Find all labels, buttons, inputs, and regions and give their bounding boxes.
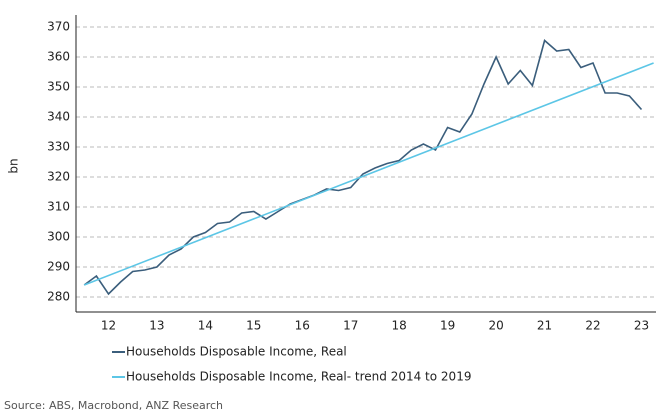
y-tick-label: 330 bbox=[47, 140, 70, 154]
x-tick-label: 14 bbox=[198, 319, 213, 333]
series-line bbox=[83, 62, 654, 286]
y-tick-label: 320 bbox=[47, 170, 70, 184]
source: Source: ABS, Macrobond, ANZ Research bbox=[4, 399, 223, 412]
y-tick-label: 300 bbox=[47, 230, 70, 244]
x-tick-label: 21 bbox=[537, 319, 552, 333]
legend-label: Households Disposable Income, Real bbox=[126, 345, 347, 359]
x-tick-label: 18 bbox=[392, 319, 407, 333]
x-tick-label: 17 bbox=[343, 319, 358, 333]
x-tick-label: 20 bbox=[488, 319, 503, 333]
y-axis-label: bn bbox=[7, 158, 21, 173]
y-tick-label: 370 bbox=[47, 20, 70, 34]
x-tick-label: 15 bbox=[246, 319, 261, 333]
y-tick-label: 310 bbox=[47, 200, 70, 214]
y-tick-label: 340 bbox=[47, 110, 70, 124]
x-tick-label: 22 bbox=[585, 319, 600, 333]
y-tick-label: 280 bbox=[47, 290, 70, 304]
x-tick-label: 23 bbox=[634, 319, 649, 333]
x-tick-label: 12 bbox=[101, 319, 116, 333]
x-tick-label: 16 bbox=[295, 319, 310, 333]
y-tick-label: 360 bbox=[47, 50, 70, 64]
legend-label: Households Disposable Income, Real- tren… bbox=[126, 370, 471, 384]
y-tick-label: 350 bbox=[47, 80, 70, 94]
y-tick-label: 290 bbox=[47, 260, 70, 274]
x-tick-label: 19 bbox=[440, 319, 455, 333]
series-line bbox=[83, 39, 643, 296]
x-tick-label: 13 bbox=[149, 319, 164, 333]
